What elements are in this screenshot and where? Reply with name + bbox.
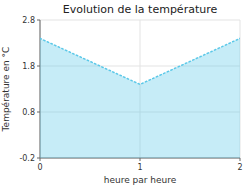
- y-tick-label: -0.2: [19, 154, 35, 163]
- chart-svg: -0.2 0.8 1.8 2.8 0 1 2 Evolution de la températ…: [0, 0, 250, 188]
- x-axis-label: heure par heure: [104, 175, 177, 185]
- x-tick-label: 0: [37, 163, 42, 172]
- chart-title: Evolution de la température: [63, 3, 218, 16]
- data-group: [40, 38, 240, 158]
- chart-container: -0.2 0.8 1.8 2.8 0 1 2 Evolution de la températ…: [0, 0, 250, 188]
- area-line: [40, 38, 240, 84]
- axes: -0.2 0.8 1.8 2.8 0 1 2: [19, 16, 242, 172]
- y-tick-label: 2.8: [22, 16, 35, 25]
- x-tick-label: 1: [137, 163, 142, 172]
- y-axis-label: Température en °C: [1, 47, 11, 133]
- y-tick-label: 0.8: [22, 108, 35, 117]
- grid: [40, 20, 240, 158]
- y-tick-label: 1.8: [22, 62, 35, 71]
- area-fill: [40, 38, 240, 158]
- x-tick-label: 2: [237, 163, 242, 172]
